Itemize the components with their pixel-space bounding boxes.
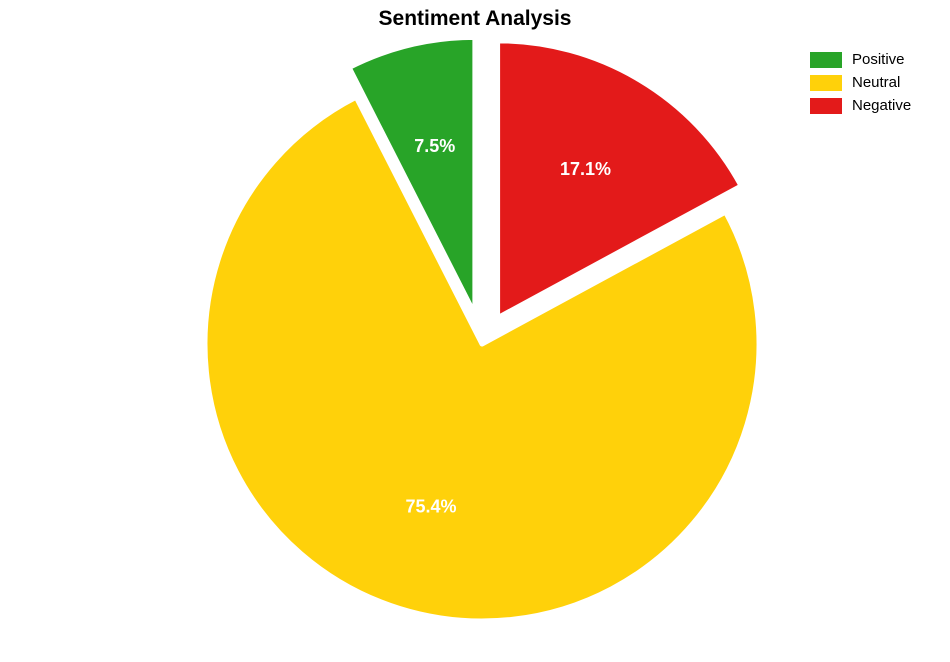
legend-swatch-negative [810, 98, 842, 114]
legend-swatch-neutral [810, 75, 842, 91]
legend-swatch-positive [810, 52, 842, 68]
pie-pct-label-positive: 7.5% [414, 136, 455, 156]
pie-pct-label-neutral: 75.4% [405, 497, 456, 517]
legend: Positive Neutral Negative [810, 48, 911, 117]
pie-pct-label-negative: 17.1% [560, 159, 611, 179]
legend-item-positive: Positive [810, 48, 911, 71]
legend-item-negative: Negative [810, 94, 911, 117]
legend-label-negative: Negative [852, 97, 911, 114]
legend-label-positive: Positive [852, 51, 905, 68]
legend-item-neutral: Neutral [810, 71, 911, 94]
pie-svg: 7.5% 75.4% 17.1% [0, 0, 950, 662]
sentiment-pie-chart: Sentiment Analysis 7.5%75.4%17.1% Positi… [0, 0, 950, 662]
legend-label-neutral: Neutral [852, 74, 900, 91]
